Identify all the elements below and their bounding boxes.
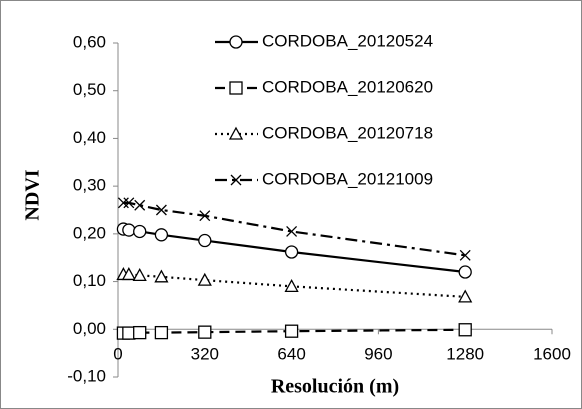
marker: [229, 81, 243, 95]
y-axis-label: NDVI: [22, 169, 44, 220]
marker: [458, 289, 473, 303]
marker: [286, 226, 298, 237]
y-tick-label: 0,30: [73, 176, 106, 195]
marker: [198, 325, 212, 339]
marker: [459, 249, 471, 261]
x-tick-label: 640: [277, 344, 305, 363]
marker: [154, 228, 169, 242]
marker: [284, 245, 299, 259]
marker: [155, 204, 167, 216]
x-tick-label: 1280: [446, 344, 484, 363]
x-tick-label: 960: [364, 344, 392, 363]
marker: [284, 278, 299, 292]
marker: [229, 35, 243, 49]
x-tick-label: 1600: [533, 344, 571, 363]
legend-label: CORDOBA_20120524: [262, 31, 433, 50]
y-tick-label: 0,40: [73, 128, 106, 147]
marker: [117, 197, 129, 209]
y-tick-label: -0,10: [67, 366, 106, 385]
marker: [199, 210, 211, 222]
x-tick-label: 320: [191, 344, 219, 363]
y-tick-label: 0,00: [73, 319, 106, 338]
legend-entry: CORDOBA_20120620: [215, 77, 433, 96]
legend-label: CORDOBA_20120620: [262, 77, 433, 96]
marker: [122, 223, 136, 237]
legend-entry: CORDOBA_20120718: [215, 123, 433, 142]
marker: [123, 197, 135, 209]
marker: [197, 272, 212, 286]
marker: [121, 267, 136, 281]
legend-entry: CORDOBA_20121009: [215, 169, 433, 188]
y-tick-label: 0,20: [73, 223, 106, 242]
marker: [133, 224, 147, 239]
y-tick-label: 0,60: [73, 32, 106, 51]
marker: [228, 126, 244, 140]
marker: [458, 265, 472, 279]
y-tick-label: 0,50: [73, 80, 106, 99]
marker: [154, 325, 169, 340]
marker: [154, 269, 169, 283]
x-axis-label: Resolución (m): [271, 376, 399, 398]
marker: [132, 268, 147, 282]
legend-label: CORDOBA_20120718: [262, 123, 433, 142]
marker: [284, 324, 299, 338]
y-tick-label: 0,10: [73, 271, 106, 290]
legend-label: CORDOBA_20121009: [262, 169, 433, 188]
marker: [230, 174, 242, 186]
marker: [133, 325, 147, 340]
legend-entry: CORDOBA_20120524: [215, 31, 433, 50]
marker: [134, 199, 146, 211]
marker: [458, 323, 472, 337]
marker: [198, 233, 212, 248]
x-tick-label: 0: [113, 344, 122, 363]
